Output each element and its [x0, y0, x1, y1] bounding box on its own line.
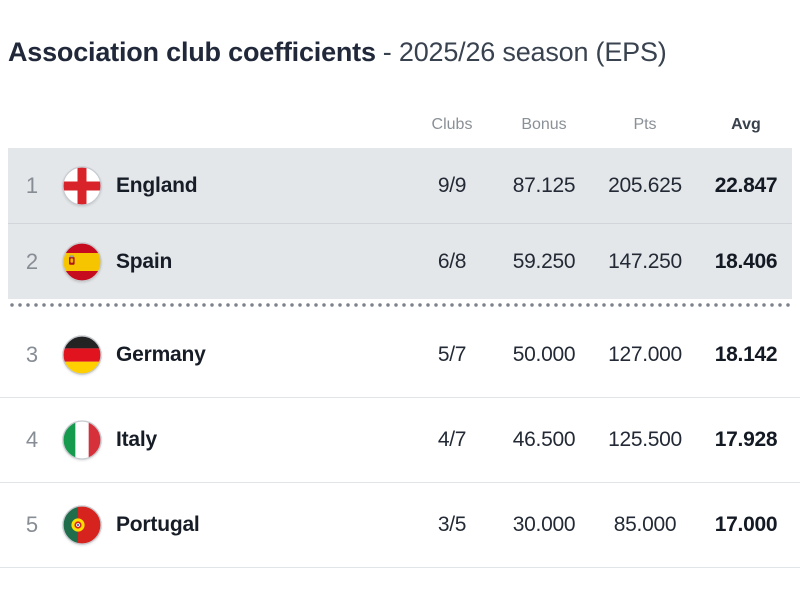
rank-number: 1	[25, 172, 39, 198]
clubs-value: 4/7	[437, 428, 467, 451]
clubs-value: 5/7	[437, 343, 467, 366]
spain-flag-icon	[62, 241, 102, 282]
bonus-value: 87.125	[512, 173, 576, 197]
avg-value: 18.142	[714, 343, 778, 366]
table-row-germany[interactable]: 3 Germany 5/7 50.000 12	[0, 313, 800, 398]
bonus-value: 46.500	[512, 428, 576, 451]
column-header-clubs: Clubs	[431, 116, 473, 133]
clubs-value: 3/5	[437, 513, 467, 536]
bonus-value: 59.250	[512, 249, 576, 273]
qualified-band: 1 England 9/9 87.125 20	[8, 148, 792, 299]
clubs-value: 9/9	[437, 173, 467, 197]
column-header-avg: Avg	[731, 116, 761, 133]
association-name: Germany	[116, 343, 206, 366]
italy-flag-icon	[62, 420, 102, 460]
association-cell: Italy	[56, 420, 406, 460]
avg-value: 22.847	[714, 173, 778, 197]
avg-value: 18.406	[714, 249, 778, 273]
avg-value: 17.928	[714, 428, 778, 451]
association-cell: England	[56, 165, 406, 206]
page-title: Association club coefficients - 2025/26 s…	[8, 36, 792, 68]
portugal-flag-icon	[62, 505, 102, 545]
coefficients-table: 1 England 9/9 87.125 20	[0, 148, 800, 568]
table-row-spain[interactable]: 2 S	[8, 223, 792, 299]
table-row-italy[interactable]: 4 Italy 4/7 46.500 125.	[0, 398, 800, 483]
pts-value: 127.000	[608, 343, 682, 366]
bonus-value: 30.000	[512, 513, 576, 536]
table-row-portugal[interactable]: 5 P	[0, 483, 800, 568]
column-header-bonus: Bonus	[521, 116, 567, 133]
rank-number: 2	[25, 248, 39, 274]
avg-value: 17.000	[714, 513, 778, 536]
clubs-value: 6/8	[437, 249, 467, 273]
association-cell: Spain	[56, 241, 406, 282]
cutoff-dotted-separator	[8, 303, 792, 307]
bonus-value: 50.000	[512, 343, 576, 366]
rank-number: 4	[25, 427, 39, 452]
pts-value: 147.250	[608, 249, 682, 273]
england-flag-icon	[62, 165, 102, 206]
association-name: Italy	[116, 428, 158, 451]
association-name: Portugal	[116, 513, 200, 536]
table-row-england[interactable]: 1 England 9/9 87.125 20	[8, 148, 792, 223]
pts-value: 205.625	[608, 173, 682, 197]
association-cell: Portugal	[56, 505, 406, 545]
association-name: England	[116, 173, 198, 197]
column-header-pts: Pts	[633, 116, 657, 133]
table-header-row: Clubs Bonus Pts Avg	[8, 114, 792, 136]
association-name: Spain	[116, 249, 173, 273]
rank-number: 5	[25, 512, 39, 537]
rank-number: 3	[25, 342, 39, 367]
germany-flag-icon	[62, 335, 102, 375]
pts-value: 125.500	[608, 428, 682, 451]
page-title-main: Association club coefficients	[8, 37, 376, 67]
association-cell: Germany	[56, 335, 406, 375]
pts-value: 85.000	[613, 513, 677, 536]
page-title-season: - 2025/26 season (EPS)	[382, 37, 667, 67]
